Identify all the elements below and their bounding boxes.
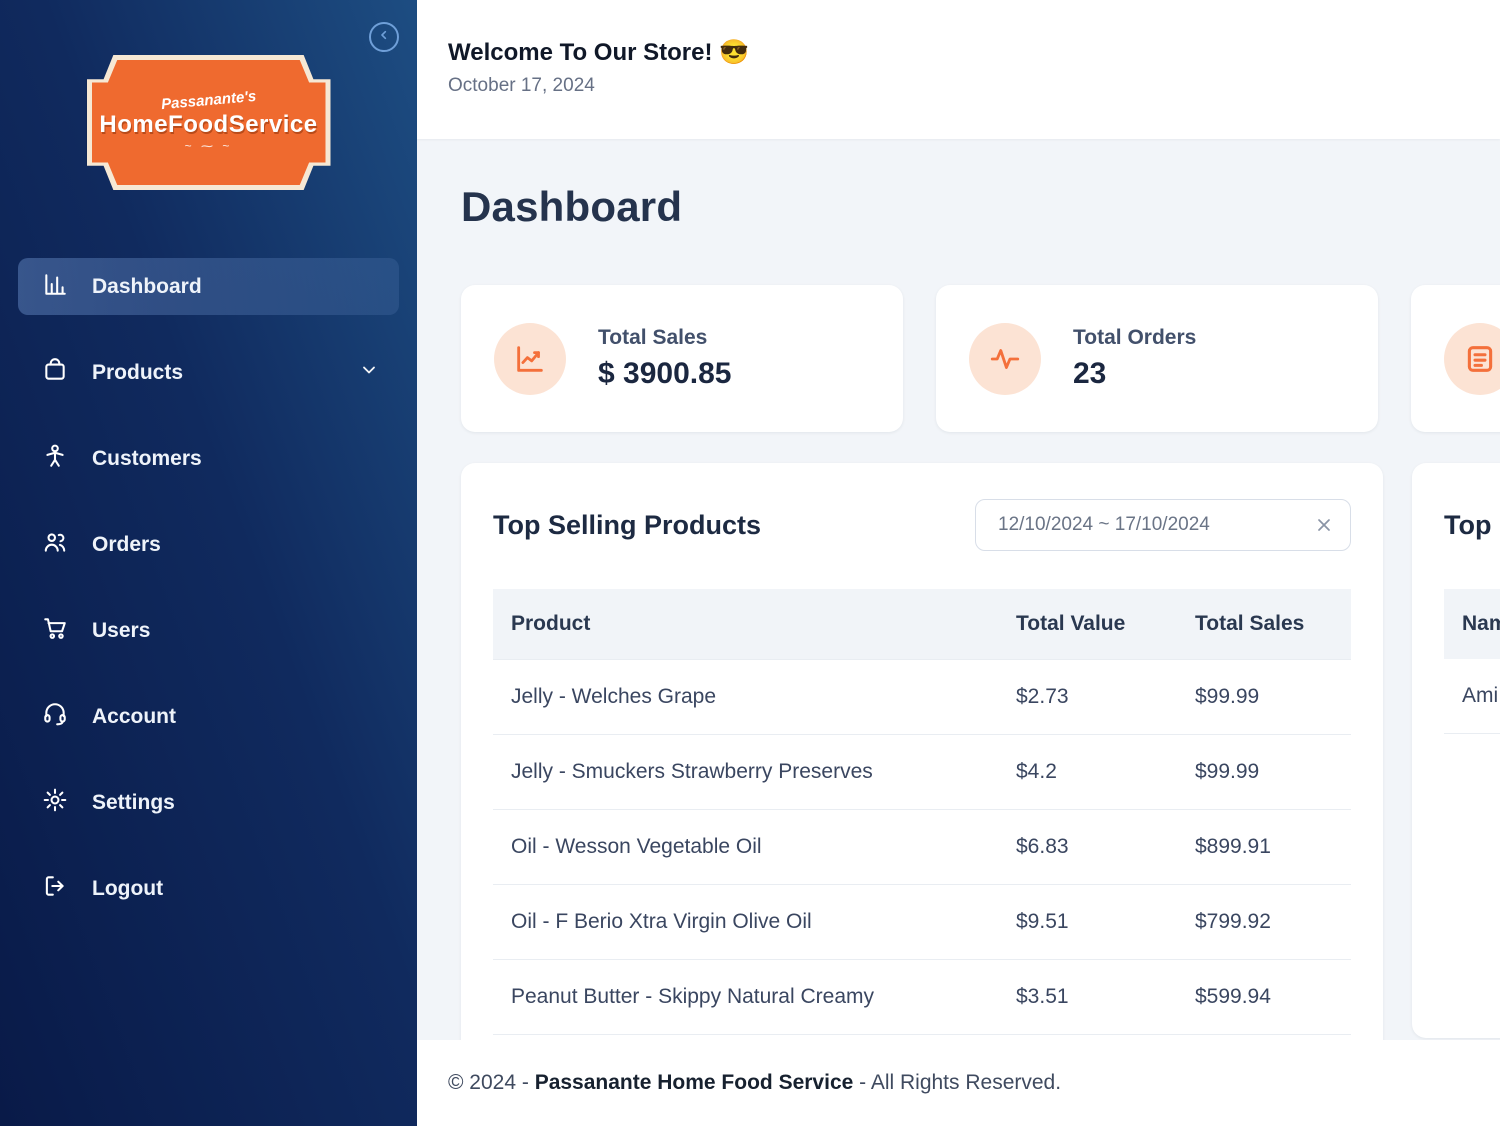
invoice-icon	[1444, 322, 1500, 395]
col-product: Product	[493, 589, 998, 660]
cell-total-value: $3.51	[998, 959, 1177, 1035]
line-chart-icon	[494, 322, 566, 395]
sidebar-item-label: Account	[92, 704, 176, 728]
sidebar-item-label: Products	[92, 360, 184, 384]
top-selling-header: Top Selling Products 12/10/2024 ~ 17/10/…	[493, 499, 1351, 551]
total-sales-text: Total Sales $ 3900.85	[598, 326, 731, 391]
stat-value: 23	[1073, 357, 1107, 390]
col-total-value: Total Value	[998, 589, 1177, 660]
dashboard-content: Dashboard Total Sales $ 3900.85	[417, 139, 1500, 1040]
table-row: Oil - Wesson Vegetable Oil $6.83 $899.91	[493, 809, 1351, 885]
stat-label: Total Sales	[598, 326, 708, 349]
sidebar: Passanante's HomeFoodService ~ ⁓ ~ Dashb…	[0, 0, 417, 1126]
sidebar-item-label: Customers	[92, 446, 202, 470]
sidebar-item-label: Settings	[92, 790, 175, 814]
sidebar-collapse-button[interactable]	[369, 22, 399, 52]
sidebar-item-users[interactable]: Users	[18, 602, 399, 659]
sidebar-menu: Dashboard Products Customers	[18, 258, 399, 917]
header-date: October 17, 2024	[448, 75, 595, 96]
brand-logo-badge: Passanante's HomeFoodService ~ ⁓ ~	[91, 60, 326, 185]
cell-product: Jelly - Smuckers Strawberry Preserves	[493, 734, 998, 810]
cell-product: Oil - Wesson Vegetable Oil	[493, 809, 998, 885]
sidebar-item-products[interactable]: Products	[18, 344, 399, 401]
top-selling-title: Top Selling Products	[493, 509, 762, 540]
table-row: Peanut Butter - Skippy Natural Creamy $3…	[493, 959, 1351, 1035]
cell-total-sales: $99.99	[1177, 734, 1351, 810]
side-panel-row: Ami	[1444, 659, 1500, 734]
activity-icon	[969, 322, 1041, 395]
bar-chart-icon	[42, 271, 68, 303]
page-title: Dashboard	[461, 183, 683, 230]
col-total-sales: Total Sales	[1177, 589, 1351, 660]
cart-icon	[42, 615, 68, 647]
top-selling-products-card: Top Selling Products 12/10/2024 ~ 17/10/…	[461, 463, 1383, 1040]
cell-product: Peanut Butter - Skippy Natural Creamy	[493, 959, 998, 1035]
headset-icon	[42, 701, 68, 733]
table-row: Oil - F Berio Xtra Virgin Olive Oil $9.5…	[493, 884, 1351, 960]
cell-total-value: $6.83	[998, 809, 1177, 885]
cell-total-sales: $799.92	[1177, 884, 1351, 960]
cell-total-sales: $599.94	[1177, 959, 1351, 1035]
cell-total-sales: $899.91	[1177, 809, 1351, 885]
chevron-down-icon	[359, 360, 379, 386]
logout-icon	[42, 873, 68, 905]
sidebar-item-dashboard[interactable]: Dashboard	[18, 258, 399, 315]
total-orders-text: Total Orders 23	[1073, 326, 1196, 391]
top-header: Welcome To Our Store! 😎 October 17, 2024	[417, 0, 1500, 139]
table-header-row: Product Total Value Total Sales	[493, 589, 1351, 660]
date-range-value: 12/10/2024 ~ 17/10/2024	[998, 514, 1210, 535]
sidebar-item-label: Dashboard	[92, 274, 202, 298]
footer-copyright: © 2024 -	[448, 1071, 535, 1094]
cell-total-value: $2.73	[998, 659, 1177, 735]
sidebar-item-account[interactable]: Account	[18, 688, 399, 745]
footer-brand: Passanante Home Food Service	[534, 1071, 854, 1094]
gear-icon	[42, 787, 68, 819]
main-area: Welcome To Our Store! 😎 October 17, 2024…	[417, 0, 1500, 1126]
clear-date-icon[interactable]	[1314, 515, 1334, 535]
brand-logo: Passanante's HomeFoodService ~ ⁓ ~	[86, 55, 331, 190]
side-panel-column-header: Name	[1444, 589, 1500, 659]
sidebar-item-label: Logout	[92, 876, 164, 900]
sidebar-item-label: Orders	[92, 532, 161, 556]
stat-value: $ 3900.85	[598, 357, 732, 390]
sidebar-item-orders[interactable]: Orders	[18, 516, 399, 573]
sidebar-item-logout[interactable]: Logout	[18, 860, 399, 917]
sidebar-item-label: Users	[92, 618, 151, 642]
table-row: Jelly - Welches Grape $2.73 $99.99	[493, 659, 1351, 735]
cell-total-value: $9.51	[998, 884, 1177, 960]
sidebar-item-settings[interactable]: Settings	[18, 774, 399, 831]
stat-label: Total Orders	[1073, 326, 1197, 349]
welcome-message: Welcome To Our Store! 😎	[448, 39, 750, 66]
bag-icon	[42, 357, 68, 389]
person-icon	[42, 443, 68, 475]
side-panel-card: Top Name Ami	[1412, 463, 1500, 1038]
cell-product: Oil - F Berio Xtra Virgin Olive Oil	[493, 884, 998, 960]
brand-logo-script: Passanante's	[160, 87, 257, 114]
total-sales-card: Total Sales $ 3900.85	[461, 285, 903, 432]
stat-cards-row: Total Sales $ 3900.85 Total Orders 23	[461, 285, 1500, 432]
sidebar-item-customers[interactable]: Customers	[18, 430, 399, 487]
panels-row: Top Selling Products 12/10/2024 ~ 17/10/…	[461, 463, 1500, 1040]
chevron-left-icon	[376, 27, 392, 48]
top-selling-table: Product Total Value Total Sales Jelly - …	[493, 589, 1351, 1035]
people-icon	[42, 529, 68, 561]
date-range-picker[interactable]: 12/10/2024 ~ 17/10/2024	[975, 499, 1351, 551]
brand-logo-name: HomeFoodService	[99, 111, 318, 138]
cell-product: Jelly - Welches Grape	[493, 659, 998, 735]
table-row: Jelly - Smuckers Strawberry Preserves $4…	[493, 734, 1351, 810]
footer: © 2024 - Passanante Home Food Service - …	[417, 1040, 1500, 1126]
cell-total-value: $4.2	[998, 734, 1177, 810]
side-panel-title: Top	[1444, 509, 1492, 540]
brand-logo-flourish: ~ ⁓ ~	[184, 139, 233, 153]
cell-total-sales: $99.99	[1177, 659, 1351, 735]
footer-rights: - All Rights Reserved.	[853, 1071, 1062, 1094]
third-stat-card	[1411, 285, 1500, 432]
total-orders-card: Total Orders 23	[936, 285, 1378, 432]
